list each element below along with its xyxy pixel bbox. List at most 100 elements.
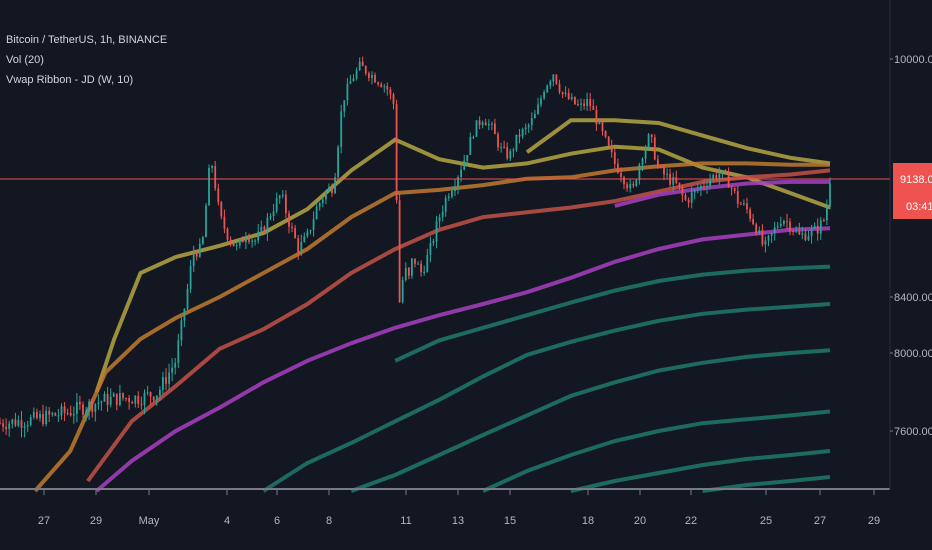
candle-body (355, 70, 358, 79)
candle-body (672, 177, 675, 185)
candle-body (460, 169, 462, 177)
candle-body (518, 134, 521, 137)
candle-body (321, 199, 324, 204)
candle-body (481, 122, 484, 125)
candle-body (134, 395, 137, 404)
legend-volume[interactable]: Vol (20) (6, 54, 44, 66)
y-tick-label: 8400.00 (894, 292, 932, 304)
candle-body (137, 395, 140, 404)
candle-body (349, 81, 352, 84)
candle-body (423, 272, 426, 273)
candle-body (189, 266, 192, 289)
candle-body (248, 237, 250, 242)
candle-body (540, 98, 542, 105)
candle-body (657, 159, 659, 166)
candle-body (733, 188, 736, 192)
candle-body (414, 258, 416, 264)
candle-body (398, 200, 401, 303)
candle-body (155, 395, 158, 400)
candle-body (94, 404, 97, 412)
candle-body (177, 340, 180, 363)
candle-body (183, 308, 186, 321)
candle-body (469, 137, 472, 155)
candle-body (604, 131, 607, 137)
candle-body (60, 406, 63, 416)
candle-body (226, 228, 229, 240)
x-tick-label: 4 (224, 515, 230, 527)
candle-body (537, 104, 539, 114)
x-tick-label: 11 (400, 515, 411, 527)
x-tick-label: 22 (685, 515, 697, 527)
candle-body (715, 175, 718, 179)
candle-body (749, 209, 751, 219)
candle-body (358, 61, 361, 71)
candle-body (613, 152, 616, 164)
candle-body (804, 233, 807, 241)
candle-body (220, 202, 223, 217)
x-tick-label: 27 (814, 515, 826, 527)
candle-body (583, 103, 585, 106)
candle-body (693, 189, 696, 193)
x-axis-ticks[interactable]: 27 29 May 4 6 8 11 13 15 18 20 22 25 27 29 (38, 490, 880, 527)
candle-body (79, 402, 81, 405)
candle-body (577, 104, 579, 106)
candle-body (552, 74, 555, 82)
x-tick-label: 29 (90, 515, 102, 527)
candle-body (312, 219, 315, 230)
candle-body (764, 240, 767, 245)
vwap-ribbon-series-2 (33, 161, 830, 493)
legend-symbol[interactable]: Bitcoin / TetherUS, 1h, BINANCE (6, 34, 168, 46)
candle-body (260, 226, 263, 232)
candle-body (57, 415, 60, 417)
legend-indicator[interactable]: Vwap Ribbon - JD (W, 10) (6, 74, 134, 86)
candle-body (303, 236, 306, 242)
candle-body (524, 127, 527, 130)
candle-body (635, 179, 638, 186)
candle-body (254, 240, 256, 242)
candle-body (149, 392, 152, 397)
candle-body (675, 177, 678, 183)
candle-body (364, 66, 367, 74)
vwap-ribbon-series-8 (350, 348, 831, 493)
candle-body (168, 372, 170, 384)
candle-body (17, 420, 20, 426)
candle-body (26, 425, 29, 427)
candle-body (109, 396, 112, 405)
candle-body (472, 136, 475, 138)
candle-body (146, 392, 149, 394)
x-tick-label: 8 (326, 515, 332, 527)
candle-body (72, 413, 75, 416)
candle-body (420, 263, 422, 273)
candle-body (235, 245, 238, 247)
candle-body (807, 236, 810, 241)
candle-body (755, 224, 758, 234)
candle-body (205, 205, 207, 238)
candle-body (663, 167, 665, 175)
candle-body (598, 121, 601, 125)
vwap-ribbon-series-0 (94, 137, 831, 393)
candle-body (752, 218, 754, 225)
candle-body (383, 86, 386, 88)
candle-body (678, 182, 681, 188)
candle-body (328, 187, 330, 192)
candle-body (198, 243, 201, 257)
y-axis-ticks[interactable]: 10000.00 8400.00 8000.00 7600.00 (890, 54, 932, 438)
candle-body (131, 402, 134, 404)
candle-body (746, 203, 748, 210)
candle-body (644, 147, 647, 159)
candle-body (20, 420, 23, 428)
vwap-ribbon-series-9 (482, 409, 831, 493)
candle-body (580, 103, 582, 105)
candle-body (186, 288, 189, 309)
candle-body (447, 196, 450, 198)
candle-body (506, 147, 509, 159)
x-tick-label: 15 (504, 515, 516, 527)
candle-body (684, 195, 687, 200)
candle-body (681, 187, 684, 196)
candle-body (776, 226, 779, 228)
candle-body (767, 235, 770, 241)
candle-body (217, 188, 220, 203)
candle-body (100, 401, 103, 403)
candle-body (543, 92, 545, 99)
